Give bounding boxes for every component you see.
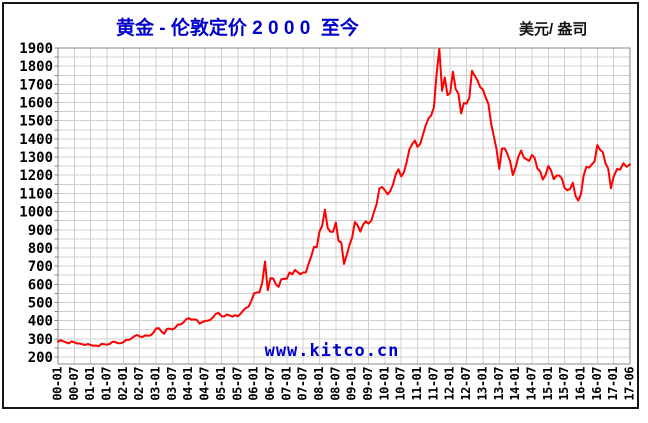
- grid-layer: [58, 48, 630, 364]
- x-tick-label: 00-07: [67, 367, 81, 401]
- y-tick-label: 200: [28, 350, 53, 366]
- x-tick-label: 16-01: [573, 367, 587, 401]
- x-tick-label: 14-01: [508, 367, 522, 401]
- y-tick-label: 1400: [19, 132, 53, 148]
- x-tick-label: 01-01: [83, 367, 97, 401]
- x-tick-label: 08-01: [312, 367, 326, 401]
- x-axis-labels: 00-01 00-07 01-01 01-07 02-01 02-07 03-01 03-07…: [51, 367, 637, 401]
- y-tick-label: 600: [28, 277, 53, 293]
- y-tick-label: 700: [28, 259, 53, 275]
- axis-tick-marks: [54, 47, 58, 358]
- y-tick-label: 900: [28, 223, 53, 239]
- x-tick-label: 04-07: [198, 367, 212, 401]
- x-tick-label: 03-07: [165, 367, 179, 401]
- x-tick-label: 12-07: [459, 367, 473, 401]
- y-tick-label: 800: [28, 241, 53, 257]
- x-tick-label: 01-07: [100, 367, 114, 401]
- x-tick-label: 14-07: [524, 367, 538, 401]
- x-tick-label: 10-07: [394, 367, 408, 401]
- y-tick-label: 1000: [19, 205, 53, 221]
- y-tick-label: 300: [28, 332, 53, 348]
- y-tick-label: 1100: [19, 186, 53, 202]
- x-tick-label: 15-07: [557, 367, 571, 401]
- x-tick-label: 00-01: [51, 367, 65, 401]
- x-tick-label: 13-07: [492, 367, 506, 401]
- x-tick-label: 07-07: [296, 367, 310, 401]
- x-tick-label: 16-07: [590, 367, 604, 401]
- y-tick-label: 1800: [19, 59, 53, 75]
- chart-frame: [2, 2, 639, 409]
- y-tick-label: 1500: [19, 114, 53, 130]
- x-tick-label: 10-01: [377, 367, 391, 401]
- x-tick-label: 02-01: [116, 367, 130, 401]
- x-tick-label: 17-01: [606, 367, 620, 401]
- x-tick-label: 17-06: [623, 367, 637, 401]
- x-tick-label: 13-01: [475, 367, 489, 401]
- x-tick-label: 04-01: [181, 367, 195, 401]
- x-tick-label: 09-01: [345, 367, 359, 401]
- x-tick-label: 06-07: [263, 367, 277, 401]
- y-tick-label: 500: [28, 295, 53, 311]
- x-tick-label: 05-07: [230, 367, 244, 401]
- y-tick-label: 1300: [19, 150, 53, 166]
- y-tick-label: 400: [28, 314, 53, 330]
- x-tick-label: 11-01: [410, 367, 424, 401]
- x-tick-label: 09-07: [361, 367, 375, 401]
- y-tick-label: 1700: [19, 77, 53, 93]
- x-tick-label: 12-01: [443, 367, 457, 401]
- x-tick-label: 07-01: [279, 367, 293, 401]
- y-tick-label: 1600: [19, 96, 53, 112]
- x-tick-label: 05-01: [214, 367, 228, 401]
- series-layer: [57, 47, 631, 348]
- chart-unit-label: 美元/ 盎司: [519, 21, 588, 38]
- plot-border: [57, 47, 631, 365]
- x-tick-label: 02-07: [132, 367, 146, 401]
- x-tick-label: 15-01: [541, 367, 555, 401]
- x-tick-label: 11-07: [426, 367, 440, 401]
- y-axis-labels: 1900 1800 1700 1600 1500 1400 1300 1200 1100 1000…: [19, 41, 53, 366]
- y-tick-label: 1200: [19, 168, 53, 184]
- x-tick-label: 06-01: [247, 367, 261, 401]
- price-line: [57, 47, 631, 348]
- watermark: www.kitco.cn: [265, 341, 400, 361]
- y-tick-label: 1900: [19, 41, 53, 57]
- x-tick-label: 08-07: [328, 367, 342, 401]
- chart-title: 黄金 - 伦敦定价 2 0 0 0 至今: [116, 18, 359, 39]
- x-tick-label: 03-01: [149, 367, 163, 401]
